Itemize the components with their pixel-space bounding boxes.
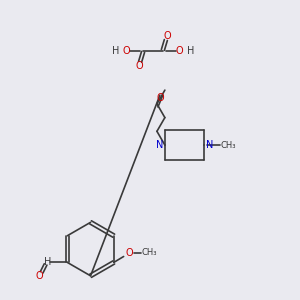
Text: CH₃: CH₃ [220, 140, 236, 149]
Text: CH₃: CH₃ [142, 248, 157, 257]
Text: H: H [112, 46, 119, 56]
Text: N: N [156, 140, 164, 150]
Text: H: H [44, 257, 51, 267]
Text: O: O [126, 248, 134, 257]
Text: O: O [36, 271, 43, 281]
Text: O: O [176, 46, 184, 56]
Text: O: O [156, 93, 164, 103]
Text: O: O [163, 31, 171, 41]
Text: O: O [135, 61, 143, 71]
Text: H: H [187, 46, 194, 56]
Text: N: N [206, 140, 213, 150]
Text: O: O [122, 46, 130, 56]
